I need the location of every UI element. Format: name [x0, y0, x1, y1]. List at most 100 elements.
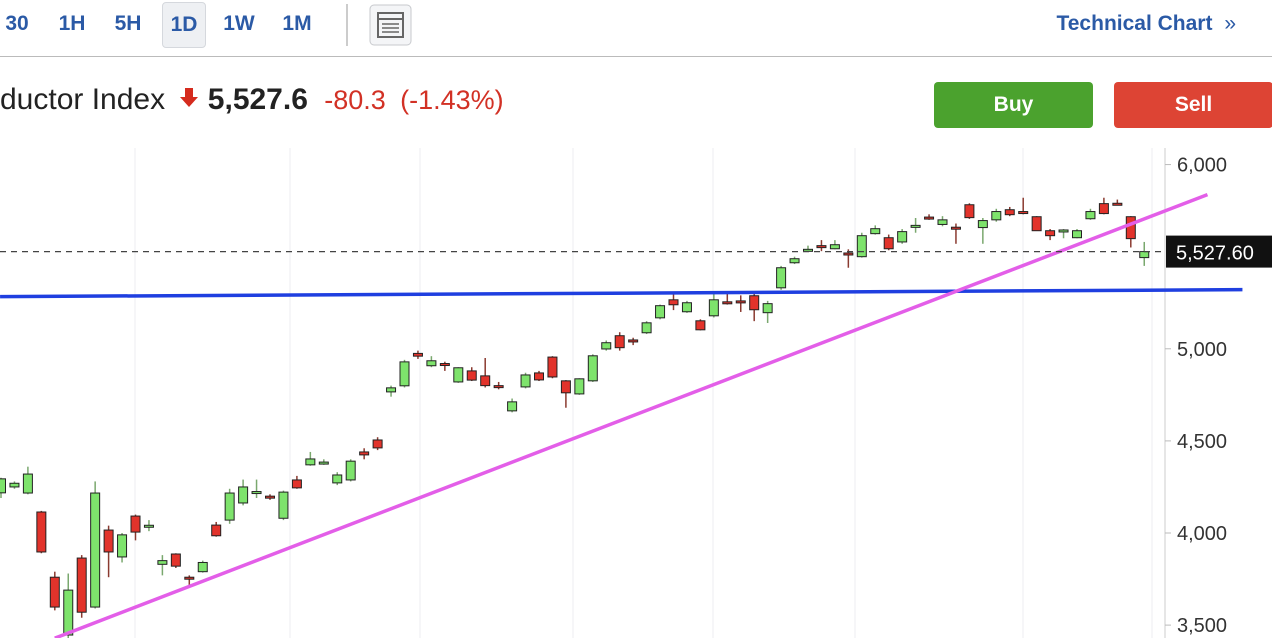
- candle-body: [991, 211, 1002, 221]
- candle-body: [1098, 203, 1109, 215]
- candle-body: [238, 486, 249, 504]
- candle-body: [1112, 202, 1123, 206]
- candle-body: [883, 237, 894, 250]
- candle-body: [332, 474, 343, 484]
- technical-chart-link[interactable]: Technical Chart »: [1056, 12, 1236, 36]
- candle-body: [695, 320, 706, 331]
- candle-body: [359, 451, 370, 456]
- candle-body: [789, 258, 800, 264]
- candle-body: [937, 219, 948, 225]
- layout-icon[interactable]: [369, 4, 412, 46]
- candle-body: [547, 356, 558, 378]
- candle-body: [412, 352, 423, 357]
- candle-body: [950, 226, 961, 230]
- link-text: Technical Chart: [1056, 12, 1213, 35]
- price: 5,527.6: [207, 83, 308, 116]
- timeframe[interactable]: 5H: [114, 12, 142, 35]
- down-arrow: [180, 88, 199, 107]
- candle-body: [63, 589, 74, 636]
- chart: 3,500 4,000 4,500 5,000 6,000 5,527.60: [0, 148, 1272, 638]
- candle-body: [480, 375, 491, 387]
- candle-body: [560, 380, 571, 394]
- last-price-label: 5,527.60: [1176, 243, 1254, 265]
- candle-body: [910, 224, 921, 228]
- candle-body: [977, 220, 988, 229]
- candle-body: [1125, 216, 1136, 240]
- trendline: [54, 192, 1209, 638]
- candle-body: [426, 360, 437, 367]
- candle-body: [49, 576, 60, 608]
- candle-body: [157, 560, 168, 565]
- timeframe[interactable]: 1M: [282, 12, 312, 35]
- candle-body: [1031, 216, 1042, 232]
- candle-body: [265, 495, 275, 499]
- candle-body: [184, 576, 195, 580]
- candle-body: [534, 372, 544, 381]
- sell-button[interactable]: Sell: [1114, 82, 1272, 128]
- candle-body: [749, 295, 760, 311]
- candle-body: [251, 491, 262, 495]
- candle-body: [1045, 230, 1056, 237]
- buy-button[interactable]: Buy: [934, 82, 1093, 128]
- y-tick-label: 6,000: [1177, 155, 1227, 177]
- candle-body: [924, 216, 935, 220]
- candle-body: [574, 378, 585, 395]
- timeframe[interactable]: 30: [5, 12, 29, 35]
- separator: [346, 4, 348, 46]
- y-tick-label: 3,500: [1177, 615, 1227, 637]
- candle-body: [628, 339, 639, 343]
- candle-body: [601, 342, 612, 350]
- candle-body: [305, 458, 316, 466]
- candle-body: [762, 303, 773, 314]
- candle-body: [1139, 251, 1150, 259]
- candle-body: [76, 557, 87, 613]
- candle-body: [278, 491, 289, 519]
- candle-body: [197, 561, 208, 573]
- candle-body: [22, 473, 33, 494]
- candle-body: [641, 322, 652, 334]
- candle-body: [143, 524, 154, 528]
- toolbar: 30 1H 5H 1D 1W 1M Technical Chart »: [0, 0, 1272, 57]
- candle-body: [224, 492, 235, 521]
- candle-body: [964, 204, 975, 219]
- candle-body: [708, 299, 719, 317]
- candle-body: [170, 553, 181, 567]
- candle-body: [117, 534, 128, 558]
- timeframe[interactable]: 1D: [162, 2, 206, 48]
- trendline: [0, 287, 1243, 299]
- candle-body: [9, 482, 20, 488]
- candle-body: [1085, 211, 1096, 220]
- y-tick-label: 4,500: [1177, 431, 1227, 453]
- y-tick-label: 5,000: [1177, 339, 1227, 361]
- candle-body: [36, 511, 47, 553]
- candle-body: [614, 335, 625, 349]
- candle-body: [681, 302, 692, 313]
- candle-body: [520, 374, 531, 388]
- candle-body: [493, 385, 504, 389]
- candle-body: [1004, 209, 1015, 216]
- candle-body: [722, 301, 733, 305]
- candle-body: [399, 361, 410, 387]
- candle-body: [345, 460, 356, 481]
- candle-body: [386, 387, 397, 393]
- timeframe[interactable]: 1W: [223, 12, 255, 35]
- candle-body: [870, 228, 881, 235]
- candle-body: [1058, 229, 1069, 233]
- candle-body: [735, 300, 746, 304]
- candle-body: [829, 244, 840, 250]
- candle-body: [466, 370, 477, 381]
- candle-body: [372, 439, 383, 449]
- candle-body: [103, 529, 114, 553]
- candle-body: [1018, 211, 1029, 215]
- candle-body: [816, 245, 827, 249]
- candle-body: [507, 401, 518, 412]
- candle-body: [655, 305, 666, 319]
- candle-body: [90, 492, 101, 608]
- last-price-box: [1166, 235, 1272, 268]
- chevron: »: [1224, 12, 1236, 35]
- candle-body: [439, 363, 450, 367]
- timeframe[interactable]: 1H: [58, 12, 86, 35]
- candle-body: [453, 367, 464, 383]
- candle-body: [897, 231, 908, 243]
- candle-body: [843, 252, 854, 256]
